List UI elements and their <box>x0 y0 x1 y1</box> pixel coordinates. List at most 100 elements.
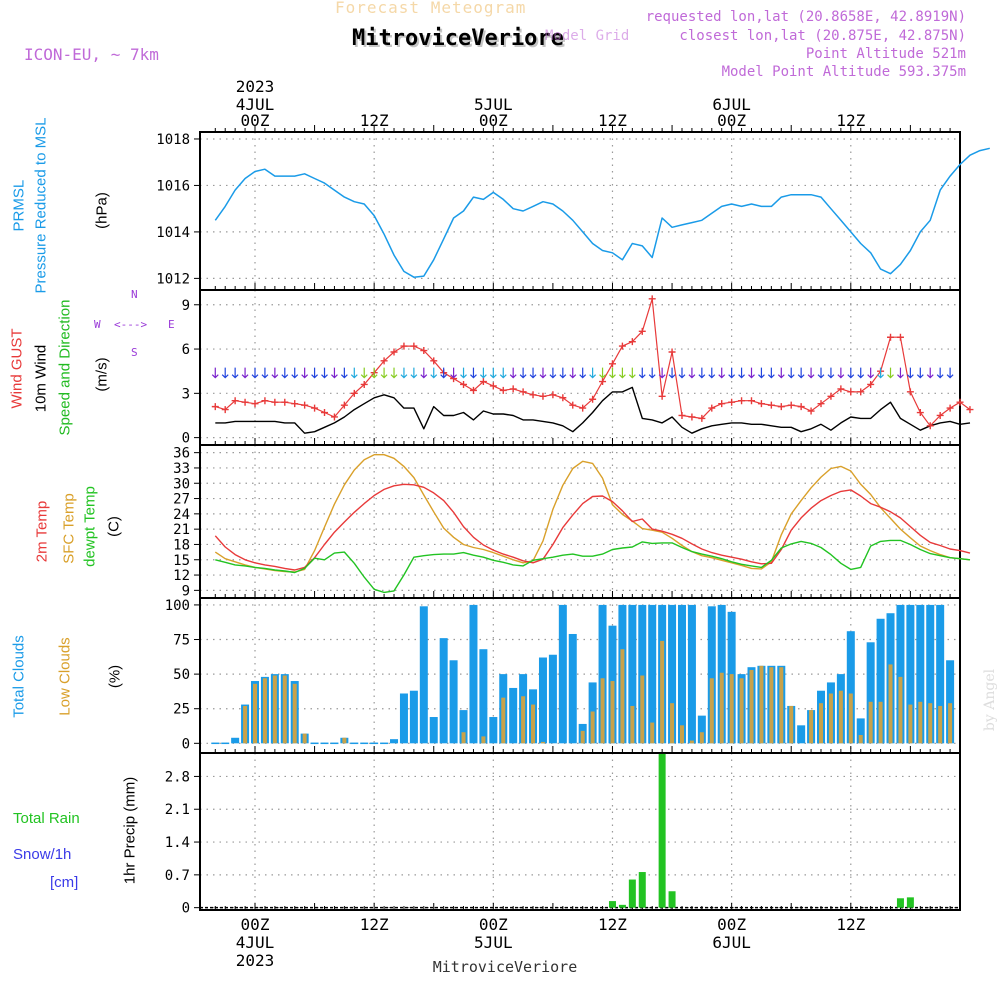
top-hour-label: 00Z <box>479 111 508 130</box>
wind-speed-line <box>215 386 971 434</box>
top-hour-label: 12Z <box>598 111 627 130</box>
total-cloud-bar <box>687 604 696 744</box>
location-title: MitroviceVeriore <box>352 26 564 51</box>
low-cloud-bar <box>819 703 824 744</box>
wind-direction-arrow <box>231 367 239 379</box>
gust-marker <box>430 357 438 365</box>
wind-direction-arrow <box>529 367 537 379</box>
gust-marker <box>926 422 934 430</box>
top-date-label: 6JUL <box>712 95 751 114</box>
total-cloud-bar <box>926 604 935 744</box>
wind-direction-arrow <box>261 367 269 379</box>
wind-direction-arrow <box>221 367 229 379</box>
wind-direction-arrow <box>251 367 259 379</box>
wind-direction-arrow <box>599 367 606 379</box>
total-cloud-bar <box>916 604 925 744</box>
bottom-hour-label: 00Z <box>717 915 746 934</box>
y-tick-label: 50 <box>173 667 190 683</box>
gust-marker <box>340 401 348 409</box>
wind-direction-arrow <box>767 367 775 379</box>
total-cloud-bar <box>409 690 418 744</box>
wind-direction-arrow <box>559 367 567 379</box>
wind-direction-arrow <box>321 367 328 379</box>
total-cloud-bar <box>489 717 498 744</box>
wind-direction-arrow <box>271 367 279 379</box>
low-cloud-bar <box>521 696 526 744</box>
low-cloud-bar <box>789 705 794 744</box>
total-cloud-bar <box>707 606 716 744</box>
compass-east: E <box>168 318 175 331</box>
wind-direction-arrow <box>936 367 944 379</box>
wind-direction-arrow <box>470 367 477 379</box>
total-cloud-bar <box>548 654 557 744</box>
wind-direction-arrow <box>668 367 676 379</box>
gust-marker <box>658 392 666 400</box>
wind-direction-arrow <box>479 367 487 379</box>
low-cloud-bar <box>600 678 605 744</box>
gust-marker <box>738 397 746 405</box>
y-tick-label: 18 <box>173 537 190 553</box>
gust-marker <box>321 409 329 417</box>
wind-direction-arrow <box>906 367 914 379</box>
total-cloud-bar <box>469 604 478 744</box>
wind-direction-arrow <box>589 367 597 379</box>
wind-direction-arrow <box>738 367 745 379</box>
low-cloud-bar <box>719 672 724 744</box>
low-cloud-bar <box>948 703 953 744</box>
wind-direction-arrow <box>281 367 289 379</box>
closest-coords: closest lon,lat (20.875E, 42.875N) <box>679 28 966 44</box>
y-tick-label: 0.7 <box>165 868 190 884</box>
wind-direction-arrow <box>311 367 319 379</box>
model-name: ICON-EU, ~ 7km <box>24 45 159 64</box>
gust-marker <box>400 342 408 350</box>
low-cloud-bar <box>253 683 257 744</box>
wind-direction-arrow <box>758 367 765 379</box>
low-cloud-bar <box>878 701 883 744</box>
gust-marker <box>867 380 875 388</box>
low-cloud-bar <box>709 678 714 744</box>
low-cloud-bar <box>759 665 764 744</box>
low-cloud-bar <box>679 725 684 744</box>
gust-marker <box>688 413 696 421</box>
low-cloud-bar <box>481 736 486 744</box>
y-tick-label: 3 <box>182 386 190 402</box>
wind-direction-arrow <box>460 367 467 379</box>
wind-direction-arrow <box>618 367 626 379</box>
wind-direction-arrow <box>370 367 378 379</box>
gust-marker <box>708 404 716 412</box>
gust-marker <box>281 398 289 406</box>
total-cloud-bar <box>668 604 677 744</box>
panel-frame <box>199 289 961 446</box>
gust-marker <box>777 403 785 411</box>
rain-bar <box>906 897 914 908</box>
rain-bar <box>668 891 676 908</box>
gust-marker <box>797 403 805 411</box>
wind-direction-arrow <box>658 367 666 379</box>
forecast-title: Forecast Meteogram <box>335 0 527 17</box>
bottom-hour-label: 12Z <box>360 915 389 934</box>
rain-bar <box>608 901 616 908</box>
gust-marker <box>231 397 239 405</box>
gust-marker <box>767 401 775 409</box>
gust-marker <box>906 388 914 396</box>
low-cloud-bar <box>769 667 774 744</box>
low-cloud-bar <box>630 705 635 744</box>
wind-direction-arrow <box>926 367 934 379</box>
gust-marker <box>539 392 547 400</box>
y-tick-label: 25 <box>173 702 190 718</box>
low-cloud-bar <box>243 705 248 744</box>
rain-bar <box>896 898 904 908</box>
low-cloud-bar <box>342 737 347 744</box>
gust-marker <box>479 378 487 386</box>
gust-marker <box>509 385 517 393</box>
low-cloud-bar <box>729 674 734 744</box>
top-hour-label: 00Z <box>717 111 746 130</box>
rain-bar <box>658 753 666 908</box>
wind-direction-arrow <box>400 367 408 379</box>
bottom-hour-label: 00Z <box>241 915 270 934</box>
wind-direction-arrow <box>867 367 875 379</box>
requested-coords: requested lon,lat (20.8658E, 42.8919N) <box>645 9 966 25</box>
wind-direction-arrow <box>708 367 716 379</box>
dewpoint-line <box>215 539 971 594</box>
total-cloud-bar <box>677 604 686 744</box>
